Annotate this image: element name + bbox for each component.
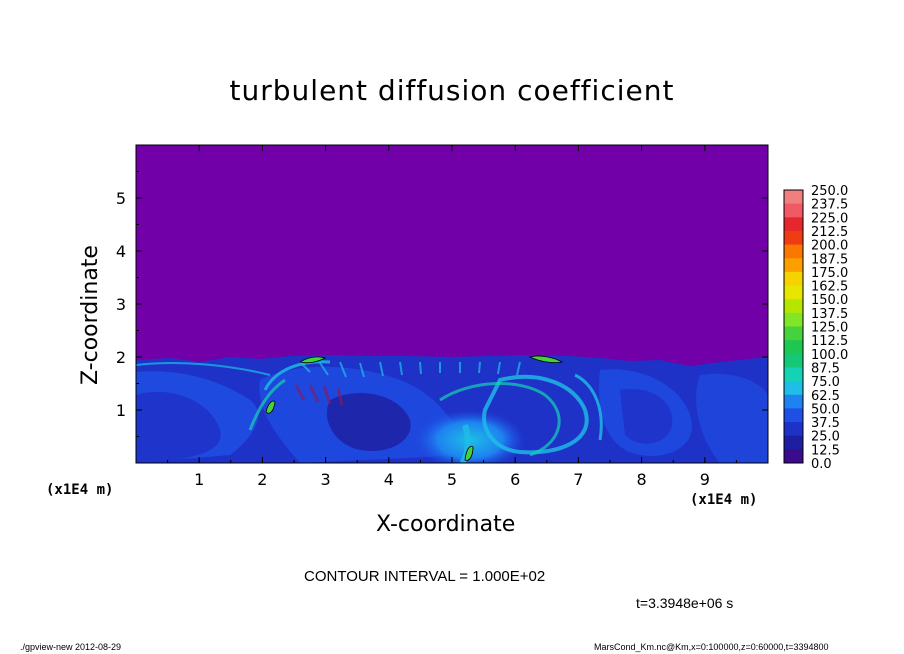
patch-high-1: [298, 356, 327, 364]
x-tick-label: 6: [510, 470, 520, 489]
colorbar-label: 137.5: [811, 307, 848, 322]
patch-high-4: [464, 445, 474, 461]
patch-high-2: [528, 355, 564, 364]
colorbar-label: 162.5: [811, 280, 848, 295]
colorbar-swatch: [784, 312, 803, 327]
plot-area: [135, 144, 769, 464]
y-tick-label: 4: [116, 242, 126, 261]
turbulent-layer: [136, 355, 768, 463]
colorbar-label: 125.0: [811, 321, 848, 336]
colorbar-swatch: [784, 367, 803, 382]
colorbar-label: 150.0: [811, 293, 848, 308]
colorbar-swatch: [784, 244, 803, 259]
colorbar-swatch: [784, 271, 803, 287]
x-tick-label: 9: [700, 470, 710, 489]
y-tick-label: 2: [116, 348, 126, 367]
x-tick-label: 4: [384, 470, 394, 489]
colorbar-frame: [783, 189, 804, 464]
colorbar-swatch: [784, 340, 803, 355]
colorbar-label: 100.0: [811, 348, 848, 363]
x-tick-label: 8: [637, 470, 647, 489]
patch-high-3: [265, 400, 276, 414]
x-tick-label: 1: [194, 470, 204, 489]
chart-title: turbulent diffusion coefficient: [229, 74, 675, 107]
colorbar-label: 87.5: [811, 361, 840, 376]
colorbar-swatch: [784, 299, 803, 314]
x-tick-label: 7: [573, 470, 583, 489]
colorbar-swatch: [784, 422, 803, 437]
y-axis: 1 2 3 4 5: [116, 171, 768, 437]
y-tick-label: 3: [116, 295, 126, 314]
colorbar-label: 112.5: [811, 334, 848, 349]
colorbar-swatch: [784, 449, 803, 464]
x-unit-left: (x1E4 m): [46, 482, 114, 498]
colorbar-label: 250.0: [811, 184, 848, 199]
x-tick-label: 2: [257, 470, 267, 489]
colorbar-label: 37.5: [811, 416, 840, 431]
colorbar-label: 200.0: [811, 239, 848, 254]
colorbar-label: 225.0: [811, 211, 848, 226]
contour-interval: CONTOUR INTERVAL = 1.000E+02: [304, 568, 546, 585]
colorbar-label: 50.0: [811, 402, 840, 417]
colorbar-label: 12.5: [811, 443, 840, 458]
colorbar-swatch: [784, 326, 803, 341]
colorbar-swatch: [784, 353, 803, 368]
colorbar-label: 237.5: [811, 198, 848, 213]
y-tick-label: 5: [116, 189, 126, 208]
colorbar-label: 62.5: [811, 389, 840, 404]
x-axis-label: X-coordinate: [376, 512, 516, 537]
x-unit-right: (x1E4 m): [690, 492, 758, 508]
x-axis: 1 2 3 4 5 6 7 8 9: [167, 145, 737, 489]
time-label: t=3.3948e+06 s: [636, 595, 734, 611]
colorbar-label: 212.5: [811, 225, 848, 240]
x-tick-label: 3: [321, 470, 331, 489]
colorbar-swatch: [784, 381, 803, 396]
colorbar-label: 187.5: [811, 252, 848, 267]
colorbar-swatch: [784, 190, 803, 205]
y-tick-label: 1: [116, 401, 126, 420]
colorbar-swatch: [784, 408, 803, 423]
x-tick-label: 5: [447, 470, 457, 489]
footer-left: ./gpview-new 2012-08-29: [20, 642, 122, 652]
colorbar-swatch: [784, 258, 803, 273]
colorbar-label: 175.0: [811, 266, 848, 281]
colorbar: 250.0237.5225.0212.5200.0187.5175.0162.5…: [783, 184, 848, 472]
colorbar-swatch: [784, 285, 803, 300]
colorbar-swatch: [784, 217, 803, 232]
colorbar-swatch: [784, 394, 803, 409]
colorbar-swatch: [784, 230, 803, 246]
colorbar-swatch: [784, 435, 803, 450]
colorbar-swatch: [784, 203, 803, 218]
colorbar-label: 0.0: [811, 457, 832, 472]
footer-right: MarsCond_Km.nc@Km,x=0:100000,z=0:60000,t…: [594, 642, 829, 652]
colorbar-label: 75.0: [811, 375, 840, 390]
colorbar-label: 25.0: [811, 430, 840, 445]
y-axis-label: Z-coordinate: [78, 245, 103, 385]
